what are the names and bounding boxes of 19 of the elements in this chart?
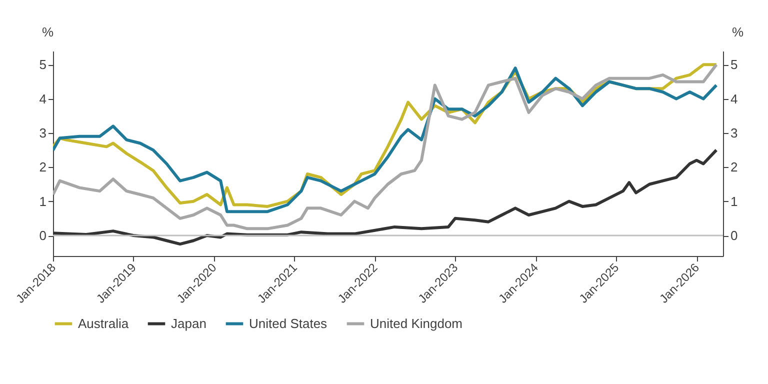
y-tick-label: 5 [39, 57, 46, 72]
legend-label: United States [249, 316, 328, 331]
y2-tick-label: 4 [730, 91, 738, 106]
legend-label: United Kingdom [370, 316, 462, 331]
y2-tick-label: 1 [730, 194, 738, 209]
y2-tick-label: 5 [730, 57, 738, 72]
y-tick-label: 4 [39, 91, 46, 106]
y-tick-label: 0 [39, 228, 46, 243]
line-series [53, 148, 718, 246]
y-axis-title: % [42, 24, 54, 40]
y-tick-label: 3 [39, 126, 46, 140]
y2-tick-label: 2 [730, 160, 738, 175]
y-tick-label: 2 [39, 160, 46, 175]
y2-tick-label: 3 [730, 126, 738, 140]
legend-label: Japan [171, 316, 206, 331]
y2-tick-label: 0 [730, 228, 738, 243]
y2-axis-title: % [732, 24, 744, 40]
legend-label: Australia [78, 316, 130, 331]
y-tick-label: 1 [39, 194, 46, 209]
